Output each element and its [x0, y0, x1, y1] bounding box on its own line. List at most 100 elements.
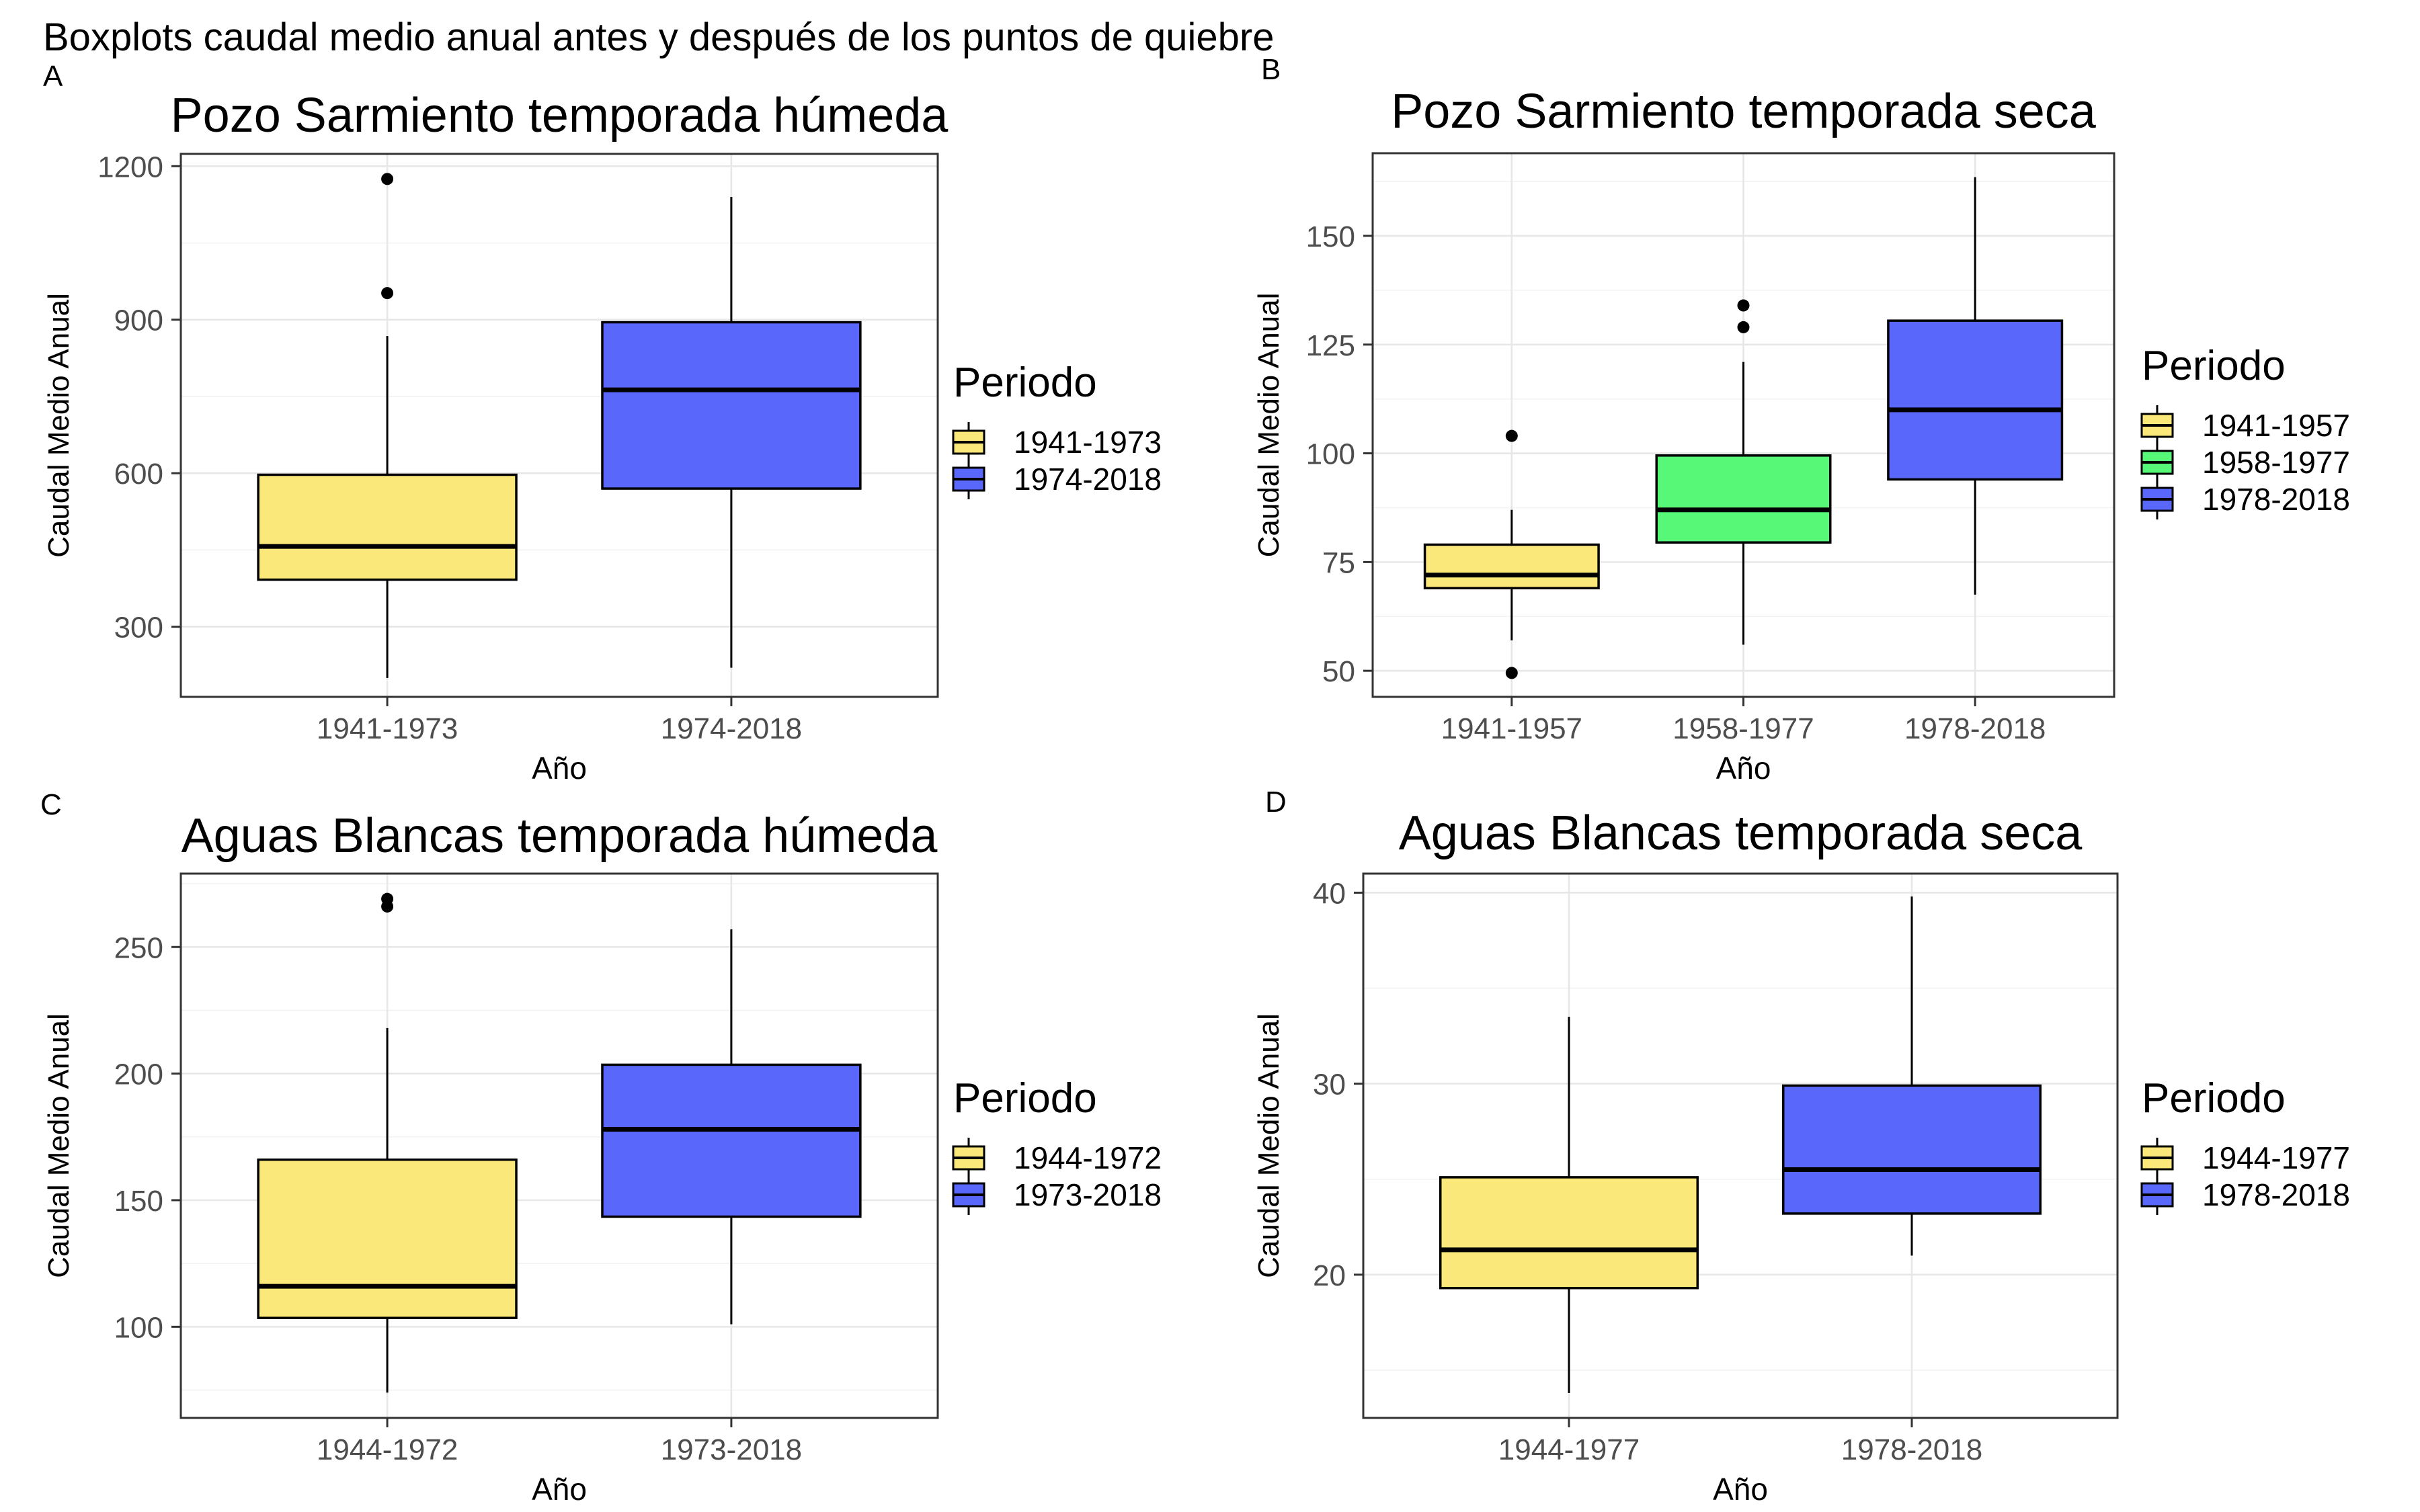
x-tick-label: 1944-1977	[1498, 1433, 1640, 1466]
legend-label: 1978-2018	[2202, 1177, 2350, 1212]
legend-label: 1973-2018	[1014, 1177, 1162, 1212]
y-tick-label: 150	[114, 1185, 163, 1218]
boxplot-1973-2018	[601, 929, 862, 1325]
panel-border	[1362, 872, 2119, 1419]
legend-label: 1974-2018	[1014, 462, 1162, 497]
x-axis-label: Año	[1716, 751, 1771, 786]
y-tick-label: 20	[1313, 1259, 1346, 1292]
y-axis-label: Caudal Medio Anual	[42, 293, 75, 558]
panel-border	[179, 872, 939, 1419]
panel-title: Pozo Sarmiento temporada seca	[1391, 85, 2097, 138]
panel-title: Aguas Blancas temporada húmeda	[182, 809, 938, 863]
panel-border	[179, 153, 939, 698]
x-axis-label: Año	[532, 1472, 587, 1507]
boxplot-1944-1977	[1439, 1017, 1699, 1394]
y-tick-label: 250	[114, 931, 163, 964]
legend-key-icon	[952, 1138, 985, 1178]
legend-key-icon	[952, 422, 985, 462]
y-tick-label: 50	[1322, 655, 1355, 688]
boxplot-box	[1655, 454, 1832, 544]
y-tick-label: 100	[1306, 438, 1355, 471]
panel-title: Pozo Sarmiento temporada húmeda	[171, 89, 949, 142]
legend-label: 1978-2018	[2202, 482, 2350, 517]
x-tick-label: 1974-2018	[661, 712, 802, 745]
boxplot-1978-2018	[1782, 896, 2042, 1256]
x-tick-label: 1944-1972	[317, 1433, 458, 1466]
panel-letter: B	[1261, 53, 1281, 86]
legend-label: 1958-1977	[2202, 445, 2350, 480]
x-tick-label: 1941-1957	[1441, 712, 1582, 745]
x-axis-label: Año	[1713, 1472, 1768, 1507]
boxplot-box	[1439, 1176, 1699, 1290]
x-tick-label: 1941-1973	[317, 712, 458, 745]
legend-key-icon	[2140, 405, 2174, 446]
legend-label: 1941-1973	[1014, 425, 1162, 460]
outlier-point	[1505, 429, 1518, 442]
x-tick-label: 1973-2018	[661, 1433, 802, 1466]
boxplot-box	[257, 473, 518, 581]
panel-letter: C	[40, 788, 62, 821]
boxplot-box	[257, 1158, 518, 1319]
boxplot-1974-2018	[601, 196, 862, 668]
legend-key-icon	[952, 459, 985, 499]
legend-title: Periodo	[2142, 1075, 2286, 1122]
legend-title: Periodo	[953, 360, 1097, 406]
y-axis-label: Caudal Medio Anual	[1252, 1013, 1285, 1278]
legend-label: 1944-1972	[1014, 1140, 1162, 1175]
legend-label: 1944-1977	[2202, 1140, 2350, 1175]
x-tick-label: 1978-2018	[1841, 1433, 1982, 1466]
boxplot-1941-1973	[257, 173, 518, 678]
y-axis-label: Caudal Medio Anual	[42, 1013, 75, 1278]
legend-key-icon	[2140, 479, 2174, 519]
panel-letter: D	[1265, 786, 1287, 818]
outlier-point	[381, 892, 394, 905]
boxplot-1978-2018	[1887, 177, 2064, 595]
boxplot-box	[601, 1063, 862, 1218]
panel-letter: A	[43, 60, 63, 93]
boxplot-box	[1423, 543, 1600, 589]
y-tick-label: 125	[1306, 329, 1355, 362]
outlier-point	[1505, 667, 1518, 679]
boxplot-1958-1977	[1655, 299, 1832, 645]
outlier-point	[381, 173, 394, 185]
legend-key-icon	[2140, 1175, 2174, 1215]
y-tick-label: 100	[114, 1311, 163, 1344]
legend-label: 1941-1957	[2202, 408, 2350, 443]
boxplot-box	[1887, 319, 2064, 481]
y-tick-label: 150	[1306, 220, 1355, 253]
y-tick-label: 1200	[97, 151, 163, 183]
legend-title: Periodo	[2142, 343, 2286, 389]
y-tick-label: 75	[1322, 546, 1355, 579]
boxplot-box	[601, 321, 862, 490]
figure-title: Boxplots caudal medio anual antes y desp…	[43, 15, 1275, 59]
outlier-point	[1737, 321, 1750, 333]
legend-title: Periodo	[953, 1075, 1097, 1122]
outlier-point	[381, 287, 394, 300]
boxplot-1941-1957	[1423, 429, 1600, 679]
y-tick-label: 40	[1313, 877, 1346, 910]
x-axis-label: Año	[532, 751, 587, 786]
x-tick-label: 1978-2018	[1904, 712, 2046, 745]
outlier-point	[1737, 299, 1750, 312]
y-tick-label: 600	[114, 458, 163, 491]
legend-key-icon	[952, 1175, 985, 1215]
y-tick-label: 200	[114, 1058, 163, 1091]
y-axis-label: Caudal Medio Anual	[1252, 293, 1285, 558]
boxplot-box	[1782, 1084, 2042, 1215]
y-tick-label: 30	[1313, 1068, 1346, 1101]
y-tick-label: 900	[114, 304, 163, 337]
x-tick-label: 1958-1977	[1672, 712, 1814, 745]
y-tick-label: 300	[114, 612, 163, 644]
legend-key-icon	[2140, 1138, 2174, 1178]
panel-title: Aguas Blancas temporada seca	[1399, 806, 2083, 860]
